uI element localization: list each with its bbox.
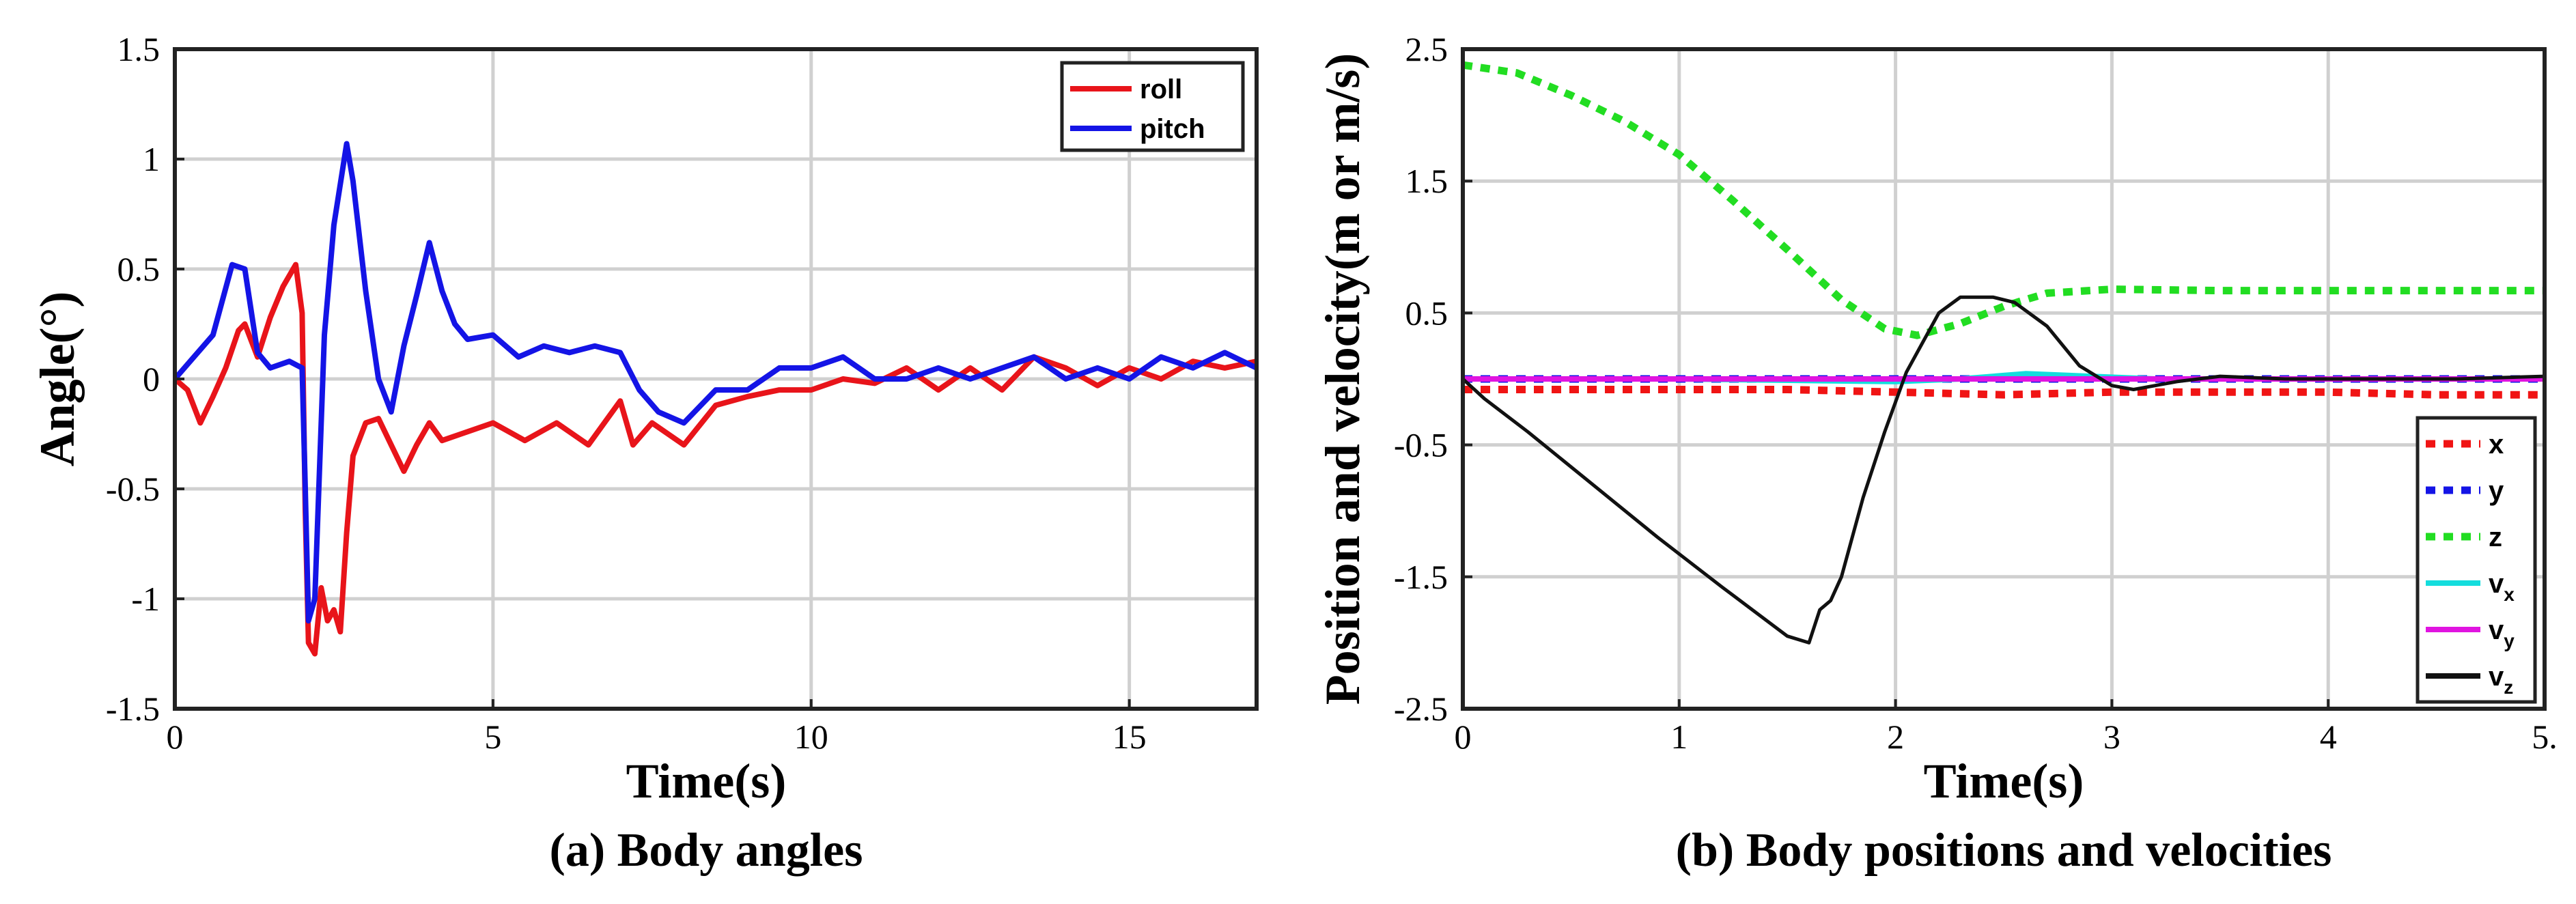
ytick-label: 2.5: [1405, 30, 1448, 68]
series-line-roll: [173, 262, 1257, 657]
ytick-label: 0.5: [1405, 294, 1448, 332]
xtick-label: 15: [1112, 718, 1147, 756]
ytick-label: -1.5: [106, 690, 160, 728]
xtick-label: 5.: [2532, 718, 2558, 756]
xtick-label: 0: [167, 718, 184, 756]
series-line-vz: [1461, 295, 2545, 645]
legend-subscript: x: [2504, 584, 2515, 605]
ytick-label: 0.5: [117, 250, 160, 288]
ytick-label: -2.5: [1394, 690, 1448, 728]
ytick-label: 1: [143, 140, 160, 178]
legend-box: [1060, 61, 1245, 152]
caption-b: (b) Body positions and velocities: [1676, 824, 2332, 877]
xlabel-a: Time(s): [626, 754, 787, 808]
ticks-a: 0 5 10 15 -1.5 -1 -0.5 0 0.5 1 1.5: [106, 30, 1147, 756]
legend-label: roll: [1140, 74, 1182, 104]
ytick-label: -0.5: [106, 470, 160, 508]
xtick-label: 4: [2320, 718, 2337, 756]
series-line-x: [1463, 386, 2545, 399]
caption-a: (a) Body angles: [550, 824, 863, 877]
xtick-label: 5: [484, 718, 501, 756]
series-line-z: [1462, 61, 2545, 339]
legend-subscript: y: [2504, 630, 2515, 651]
chart-body-angles: 0 5 10 15 -1.5 -1 -0.5 0 0.5 1 1.5 roll pitch Time(…: [30, 30, 1259, 877]
xlabel-b: Time(s): [1924, 754, 2084, 808]
axes-frame-b: [1461, 47, 2547, 711]
legend-a: roll pitch: [1060, 61, 1245, 152]
legend-label: pitch: [1140, 114, 1205, 144]
ytick-label: -0.5: [1394, 426, 1448, 464]
xtick-label: 1: [1670, 718, 1688, 756]
ylabel-b: Position and velocity(m or m/s): [1315, 53, 1370, 705]
series-line-pitch: [172, 141, 1258, 624]
xtick-label: 3: [2103, 718, 2120, 756]
series-b: [1461, 61, 2545, 645]
legend-label: z: [2489, 522, 2502, 552]
ytick-label: 0: [143, 360, 160, 398]
legend-label: x: [2489, 429, 2504, 460]
ytick-label: 1.5: [117, 30, 160, 68]
ytick-label: -1.5: [1394, 558, 1448, 596]
xtick-label: 0: [1455, 718, 1472, 756]
ylabel-a: Angle(°): [30, 292, 85, 467]
legend-box: [2416, 416, 2537, 704]
xtick-label: 10: [794, 718, 828, 756]
series-a: [172, 141, 1258, 657]
legend-subscript: z: [2504, 677, 2513, 698]
ytick-label: -1: [131, 580, 160, 618]
ticks-b: 0 1 2 3 4 5. -2.5 -1.5 -0.5 0.5 1.5 2.5: [1394, 30, 2558, 756]
ytick-label: 1.5: [1405, 162, 1448, 200]
legend-label: y: [2489, 476, 2504, 506]
xtick-label: 2: [1887, 718, 1904, 756]
